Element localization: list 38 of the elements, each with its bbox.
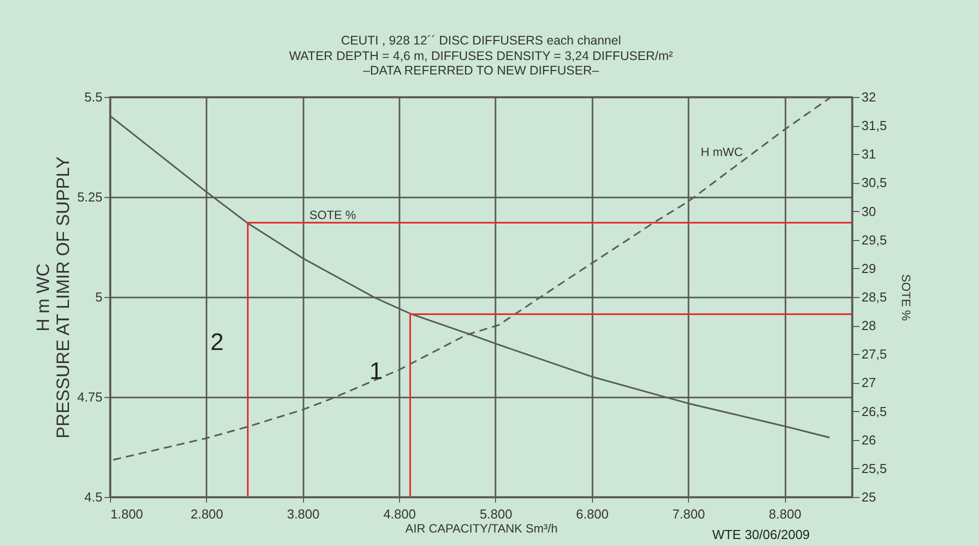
text: SOTE % (309, 208, 356, 222)
y2-tick-label: 30,5 (862, 175, 887, 190)
y-axis-title: H m WC PRESSURE AT LIMIR OF SUPPLY (33, 156, 74, 439)
series-label: H mWC (700, 144, 744, 159)
x-tick-label: 3.800 (286, 506, 320, 522)
y2-tick-label: 29 (862, 260, 876, 276)
annotation: 2 (210, 329, 224, 356)
y-tick-label: 5 (95, 290, 102, 304)
y2-tick-label: 31,5 (862, 118, 887, 134)
y2-tick-label: 30 (862, 204, 876, 219)
y2-tick-label: 27,5 (862, 346, 887, 362)
x-tick-label: 1.800 (110, 506, 144, 522)
y2-tick-label: 29,5 (862, 232, 887, 248)
y-tick-label: 5.25 (77, 190, 102, 204)
y2-tick-label: 27 (862, 375, 876, 390)
y-tick-label: 5.5 (84, 90, 102, 104)
x-tick-label: 2.800 (190, 506, 224, 522)
x-tick-label: 8.800 (768, 506, 802, 522)
y2-axis-title: SOTE % (898, 274, 913, 322)
y2-tick-label: 26 (862, 432, 876, 448)
y-tick-label: 4.5 (84, 490, 102, 504)
annotation: 1 (369, 358, 383, 385)
y2-tick-label: 31 (862, 146, 876, 162)
y-tick-label: 4.75 (77, 390, 102, 404)
x-tick-label: 4.800 (383, 506, 416, 522)
y2-tick-label: 26,5 (862, 404, 887, 419)
chart-subtitle: WATER DEPTH = 4,6 m, DIFFUSES DENSITY = 3,24 DIFFUSER/m² –DATA REFERRED TO NEW DIFFUSER– (289, 49, 673, 78)
y2-tick-label: 28 (862, 318, 876, 334)
x-axis-title: AIR CAPACITY/TANK Sm³/h (405, 522, 558, 536)
y2-tick-label: 25 (862, 490, 876, 504)
text: WTE 30/06/2009 (712, 527, 810, 542)
y2-tick-label: 32 (862, 90, 876, 104)
chart-title: CEUTI , 928 12´´ DISC DIFFUSERS each channel (341, 34, 621, 48)
y2-tick-label: 28,5 (862, 290, 887, 304)
x-tick-label: 5.800 (480, 506, 512, 522)
x-tick-label: 7.800 (672, 506, 705, 522)
x-tick-label: 6.800 (576, 506, 609, 522)
y2-tick-label: 25,5 (862, 460, 887, 476)
